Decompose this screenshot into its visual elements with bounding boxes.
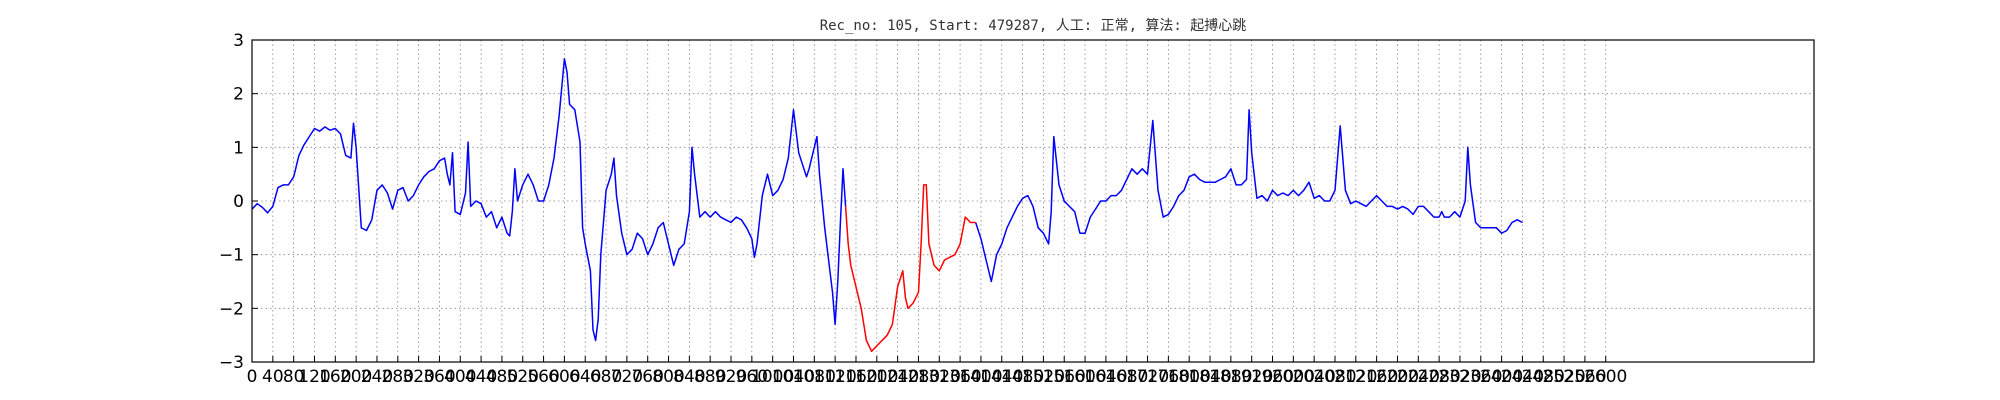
x-tick-label: 920 [715, 367, 747, 387]
x-tick-label: 1720 [1126, 367, 1169, 387]
x-tick-label: 2280 [1417, 367, 1460, 387]
x-tick-label: 2520 [1542, 367, 1585, 387]
x-tick-label: 2360 [1459, 367, 1502, 387]
x-tick-label: 1520 [1022, 367, 1065, 387]
x-tick-label: 960 [736, 367, 768, 387]
chart-title: Rec_no: 105, Start: 479287, 人工: 正常, 算法: … [820, 17, 1247, 34]
x-tick-label: 1640 [1084, 367, 1127, 387]
y-tick-label: −3 [219, 353, 244, 373]
x-tick-label: 480 [486, 367, 518, 387]
x-tick-label: 680 [590, 367, 622, 387]
x-tick-label: 1320 [918, 367, 961, 387]
x-tick-label: 640 [569, 367, 601, 387]
x-tick-label: 600 [548, 367, 580, 387]
x-tick-label: 400 [444, 367, 476, 387]
x-tick-label: 160 [319, 367, 351, 387]
x-tick-label: 1760 [1147, 367, 1190, 387]
x-tick-label: 1000 [751, 367, 794, 387]
x-tick-label: 840 [673, 367, 705, 387]
x-tick-label: 360 [423, 367, 455, 387]
x-tick-label: 120 [298, 367, 330, 387]
y-tick-label: −1 [219, 246, 244, 266]
x-tick-label: 1120 [814, 367, 857, 387]
x-tick-label: 1080 [793, 367, 836, 387]
y-axis-ticks: 3 2 1 0 −1 −2 −3 [219, 31, 258, 373]
x-tick-label: 2560 [1563, 367, 1606, 387]
x-tick-label: 2080 [1313, 367, 1356, 387]
x-tick-label: 2200 [1376, 367, 1419, 387]
x-tick-label: 2240 [1397, 367, 1440, 387]
signal-traces [251, 58, 1523, 353]
x-tick-label: 1880 [1209, 367, 1252, 387]
x-tick-label: 1440 [980, 367, 1023, 387]
x-tick-label: 2600 [1584, 367, 1627, 387]
x-tick-label: 1600 [1063, 367, 1106, 387]
x-tick-label: 2440 [1501, 367, 1544, 387]
y-tick-label: 1 [233, 138, 244, 158]
y-tick-label: 0 [233, 192, 244, 212]
highlighted-beat-segment [844, 184, 976, 353]
x-tick-label: 880 [694, 367, 726, 387]
y-tick-label: 2 [233, 85, 244, 105]
y-tick-label: −2 [219, 299, 244, 319]
x-tick-label: 1200 [855, 367, 898, 387]
x-tick-label: 1040 [772, 367, 815, 387]
x-axis-ticks: 0 40 8012016020024028032036040044048052056… [247, 356, 1627, 387]
x-tick-label: 2000 [1272, 367, 1315, 387]
x-tick-label: 2120 [1334, 367, 1377, 387]
grid-lines [252, 40, 1814, 362]
x-tick-label: 1840 [1188, 367, 1231, 387]
x-tick-label: 1560 [1043, 367, 1086, 387]
x-tick-label: 80 [283, 367, 305, 387]
x-tick-label: 240 [361, 367, 393, 387]
x-tick-label: 2040 [1293, 367, 1336, 387]
x-tick-label: 1480 [1001, 367, 1044, 387]
x-tick-label: 1800 [1168, 367, 1211, 387]
x-tick-label: 800 [652, 367, 684, 387]
x-tick-label: 0 [247, 367, 258, 387]
x-tick-label: 520 [507, 367, 539, 387]
x-tick-label: 1960 [1251, 367, 1294, 387]
x-tick-label: 760 [631, 367, 663, 387]
x-tick-label: 2480 [1522, 367, 1565, 387]
ecg-signal-segment [251, 58, 847, 342]
x-tick-label: 320 [402, 367, 434, 387]
x-tick-label: 280 [382, 367, 414, 387]
x-tick-label: 1160 [834, 367, 877, 387]
x-tick-label: 1400 [959, 367, 1002, 387]
x-tick-label: 560 [527, 367, 559, 387]
x-tick-label: 2400 [1480, 367, 1523, 387]
x-tick-label: 2320 [1438, 367, 1481, 387]
y-tick-label: 3 [233, 31, 244, 51]
x-tick-label: 1920 [1230, 367, 1273, 387]
x-tick-label: 1240 [876, 367, 919, 387]
x-tick-label: 720 [611, 367, 643, 387]
x-tick-label: 440 [465, 367, 497, 387]
x-tick-label: 2160 [1355, 367, 1398, 387]
x-tick-label: 1280 [897, 367, 940, 387]
x-tick-label: 1680 [1105, 367, 1148, 387]
x-tick-label: 1360 [938, 367, 981, 387]
x-tick-label: 200 [340, 367, 372, 387]
x-tick-label: 40 [262, 367, 284, 387]
ecg-signal-segment [974, 109, 1523, 283]
